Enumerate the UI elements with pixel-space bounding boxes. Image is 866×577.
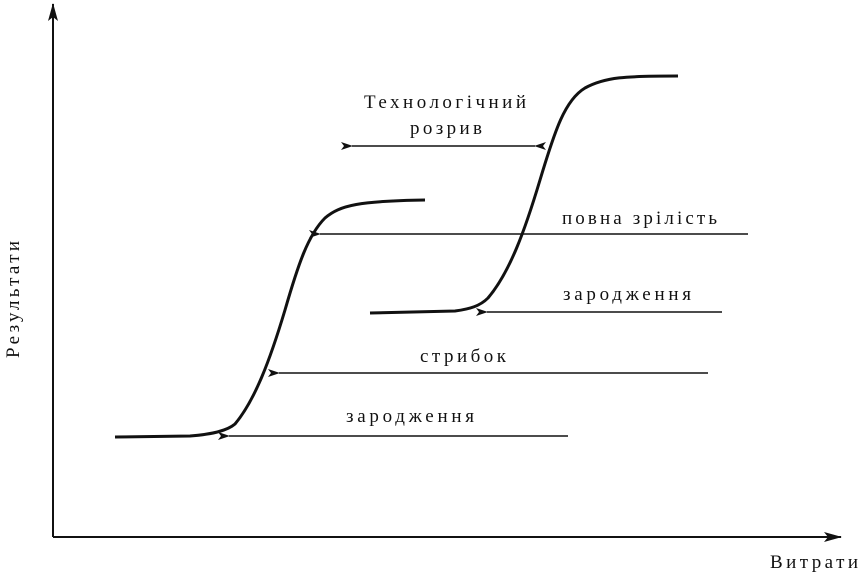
s-curve-second [369, 74, 679, 315]
x-axis-label: Витрати [770, 552, 858, 573]
gap-label: розрив [410, 118, 482, 139]
curve-label: зародження [563, 284, 691, 305]
s-curve-first [114, 198, 426, 439]
curve-label: зародження [346, 406, 474, 427]
curve-label: повна зрілість [562, 208, 717, 229]
y-axis-label: Результати [3, 241, 24, 358]
curve-label: стрибок [420, 346, 507, 367]
gap-label: Технологічний [364, 92, 526, 113]
